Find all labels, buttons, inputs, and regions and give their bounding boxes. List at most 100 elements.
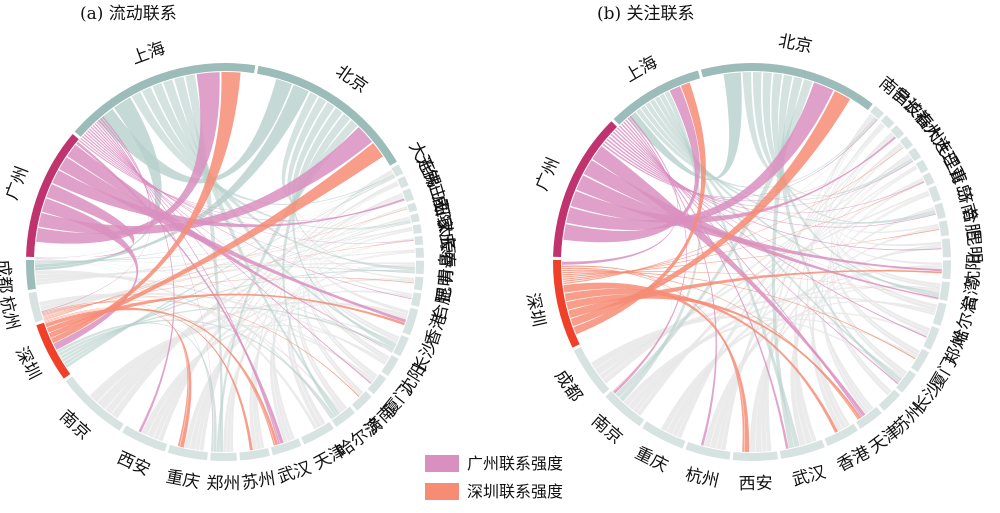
city-segment [732,451,778,461]
chord-guangzhou [67,144,393,353]
city-label: 北京 [777,31,814,57]
city-label: 成都 [550,367,586,406]
city-segment [685,442,731,460]
city-segment [301,421,334,445]
chord-chart-attention: 广州上海北京南昌宁波长春福州大连大理三亚青岛济南合肥昆明沈阳台湾哈尔滨郑州厦门长… [522,31,985,494]
chord-shenzhen [48,143,383,338]
city-label: 南京 [587,411,626,448]
city-segment [414,276,424,291]
city-label: 沈阳 [963,253,984,288]
chord-background [141,324,387,436]
city-segment [890,125,905,139]
chord-guangzhou [35,183,135,259]
city-label: 昆明 [434,268,458,304]
city-segment [942,260,951,280]
chart-a-title: (a) 流动联系 [80,4,177,24]
chord-background [794,132,892,443]
city-segment [402,307,419,336]
chord-background [35,262,415,283]
city-segment [899,136,914,150]
city-segment [939,281,950,301]
city-segment [26,133,79,258]
city-label: 杭州 [683,465,721,492]
legend-swatch-guangzhou [425,455,459,472]
city-label: 重庆 [632,443,671,476]
legend-label-guangzhou: 广州联系强度 [467,454,563,473]
chart-b-title: (b) 关注联系 [597,4,695,24]
city-segment [941,238,951,258]
city-segment [397,176,409,189]
city-label: 郑州 [206,474,240,494]
chord-background [310,173,400,340]
city-segment [573,346,610,395]
city-label: 昆明 [962,228,984,263]
city-label: 武汉 [790,462,828,490]
city-label: 广州 [2,164,33,203]
city-segment [934,202,946,220]
city-segment [908,147,922,162]
city-label: 西安 [739,474,773,495]
chord-background [308,229,413,380]
city-label: 杭州 [0,294,23,332]
city-segment [642,421,686,449]
city-segment [28,291,43,323]
city-segment [381,355,399,377]
city-segment [779,439,825,459]
city-segment [351,391,372,411]
chord-guangzhou [36,72,220,244]
city-segment [856,406,882,429]
chord-major [174,76,340,415]
city-segment [74,63,256,137]
city-segment [938,220,950,237]
chord-background [309,184,399,359]
city-label: 太原 [434,220,458,256]
legend-swatch-shenzhen [425,483,459,500]
chord-background [105,226,412,414]
chord-guangzhou [38,127,373,235]
legend: 广州联系强度 深圳联系强度 [425,454,563,501]
chord-guangzhou [41,198,139,350]
chord-background [89,324,375,403]
chord-shenzhen [573,82,706,335]
city-segment [928,185,942,203]
city-segment [553,259,580,348]
city-segment [367,373,387,395]
city-segment [911,348,930,373]
city-segment [915,159,929,174]
city-segment [402,188,414,203]
city-label: 南京 [55,407,94,445]
city-segment [553,121,618,258]
city-segment [239,448,270,461]
chord-ribbons [35,72,415,453]
city-segment [878,389,901,411]
city-label: 长春 [436,234,458,269]
chord-guangzhou [592,145,866,417]
chord-background [835,179,924,357]
city-segment [880,115,895,129]
chord-major [628,72,742,181]
chord-guangzhou [566,82,834,230]
city-segment [391,164,404,177]
city-label: 青岛 [436,251,457,286]
city-segment [270,438,302,456]
city-segment [870,105,884,120]
chord-background [272,169,392,440]
chord-background [602,155,910,384]
chord-background [36,228,413,286]
city-segment [407,202,418,213]
city-label: 重庆 [164,467,201,493]
city-segment [412,224,422,234]
city-label: 北京 [332,62,371,98]
city-label: 成都 [0,259,15,294]
city-segment [411,292,422,307]
city-segment [122,425,168,452]
city-segment [923,326,940,350]
chord-background [829,124,942,247]
city-segment [210,452,237,461]
city-segment [36,322,71,379]
city-segment [415,260,424,275]
city-segment [65,376,124,431]
city-segment [414,235,424,246]
city-segment [257,65,397,166]
